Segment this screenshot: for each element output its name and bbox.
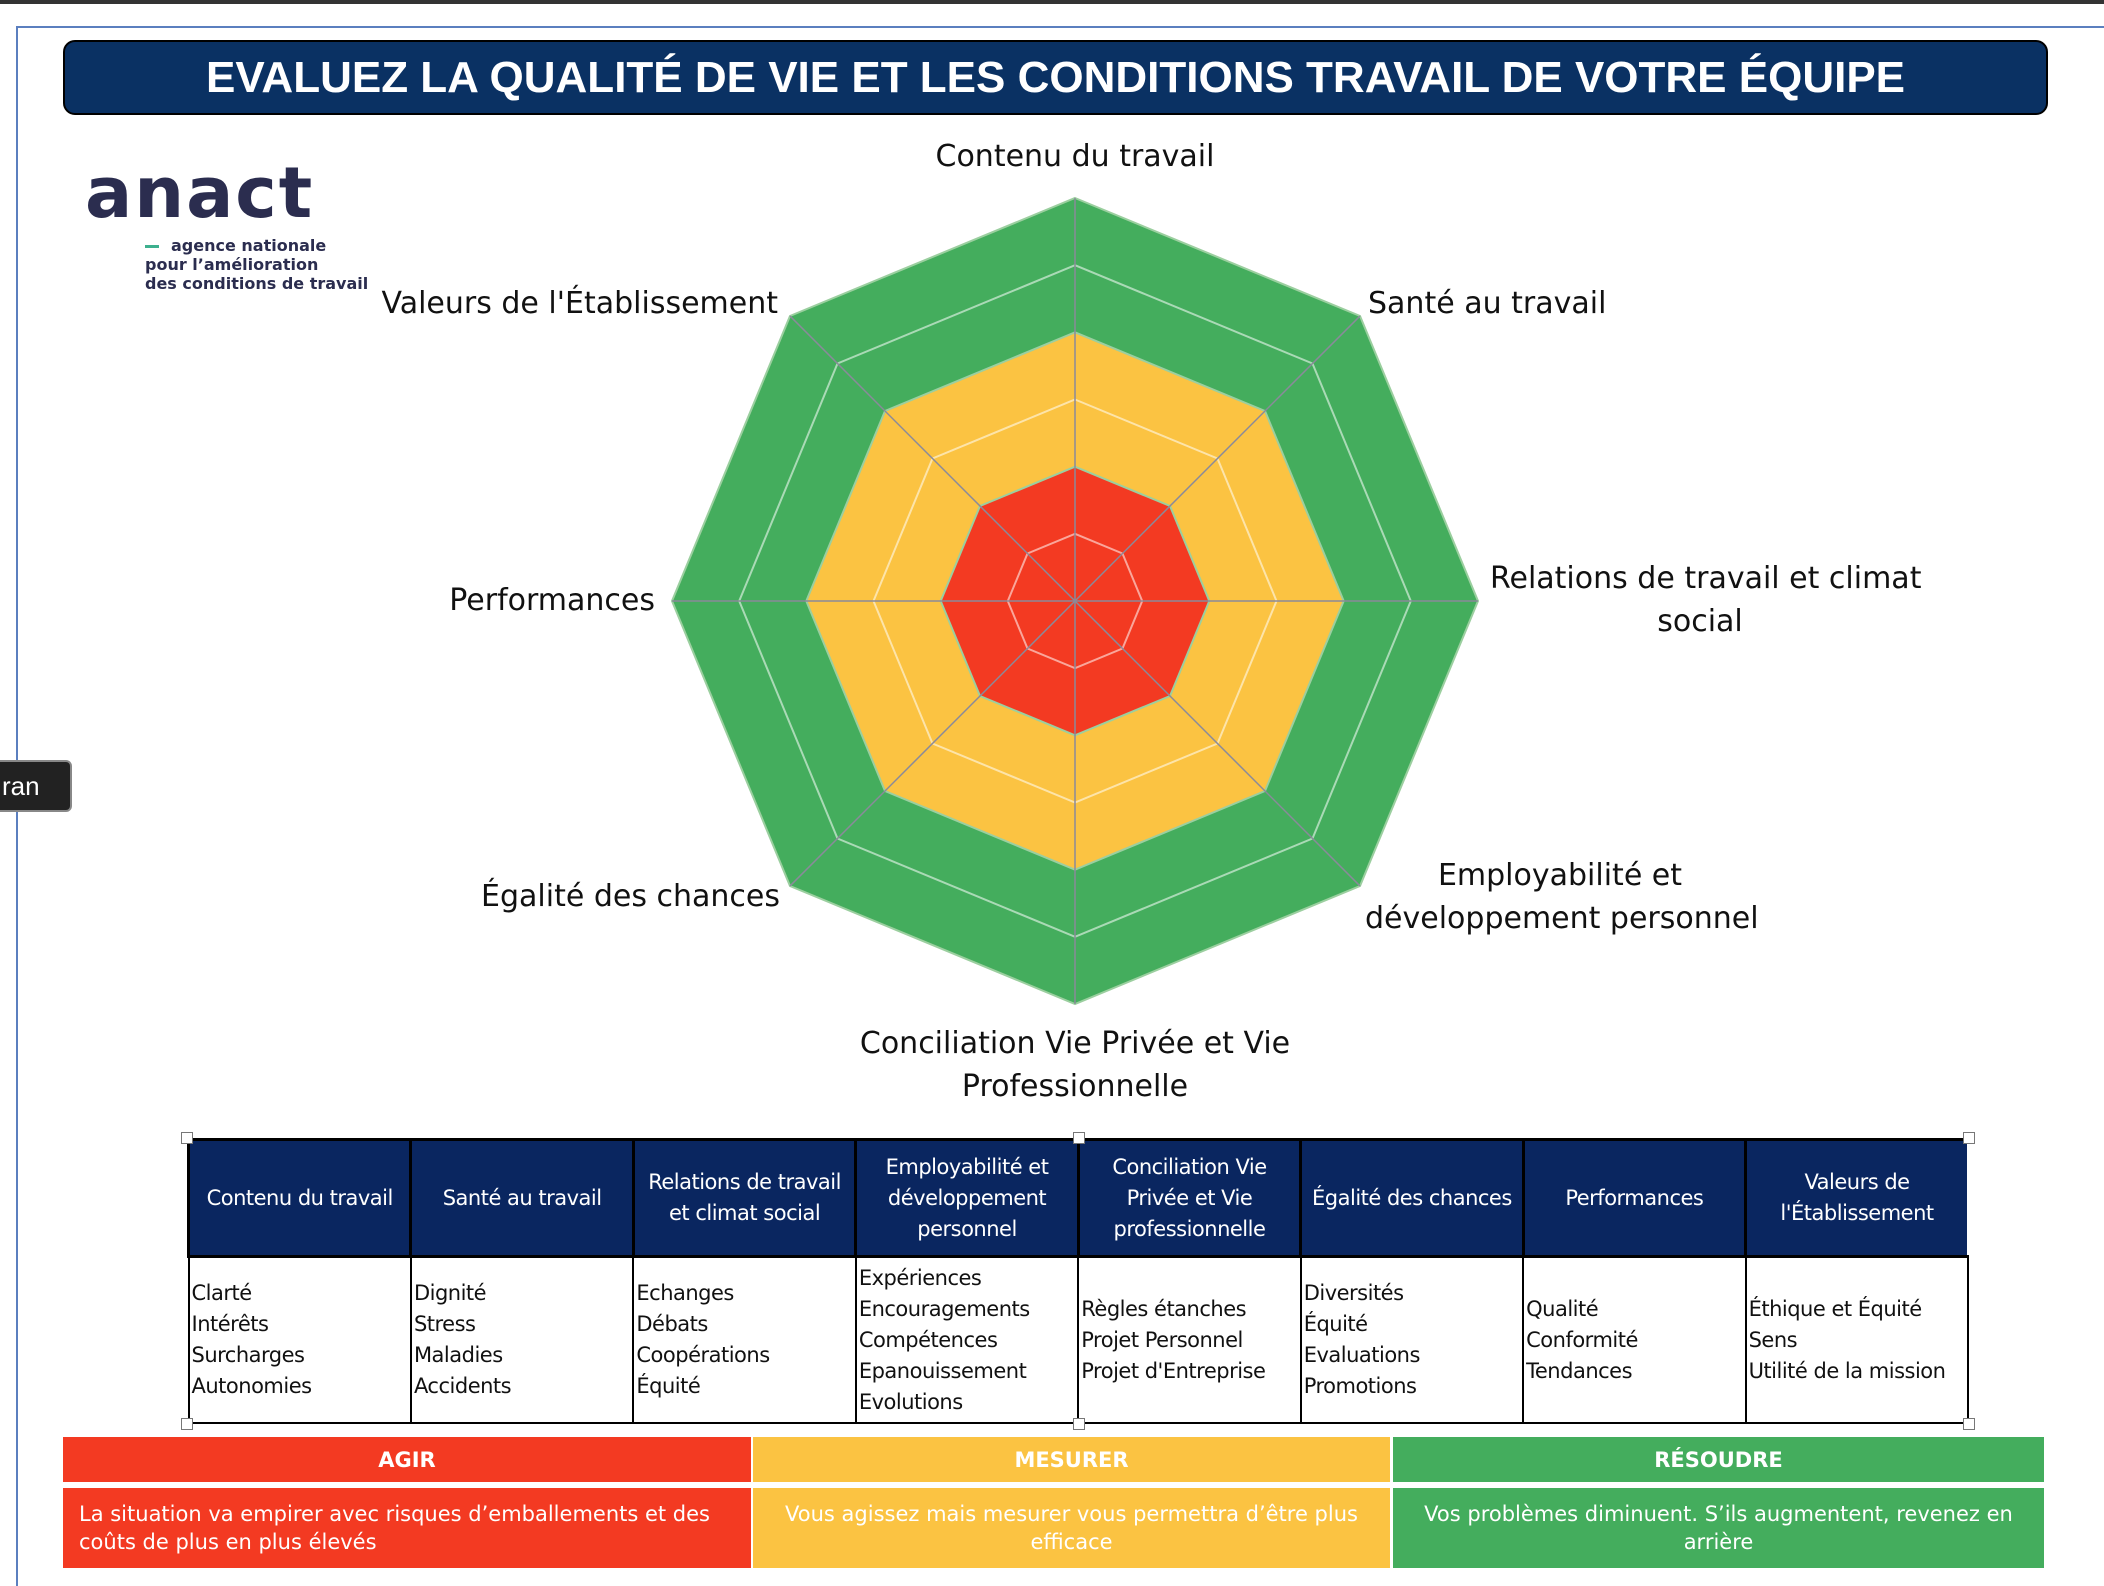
logo-line-2: pour l’amélioration	[145, 255, 319, 274]
logo-dash	[145, 245, 159, 248]
table-cell-item: Équité	[1303, 1312, 1368, 1336]
table-cell-item: Règles étanches	[1081, 1296, 1247, 1321]
axis-label-relations: Relations de travail et climat social	[1490, 561, 1922, 639]
categories-table: Contenu du travail Santé au travail Relati…	[186, 1138, 1970, 1424]
table-header-cell: Contenu du travail	[186, 1138, 412, 1258]
table-cell-item: Projet d'Entreprise	[1081, 1358, 1266, 1383]
table-cell-item: Diversités	[1303, 1281, 1404, 1305]
resize-handle[interactable]	[1073, 1132, 1085, 1144]
table-cell-item: Autonomies	[191, 1374, 313, 1398]
table-cell-item: Éthique et Équité	[1748, 1296, 1923, 1321]
table-header-cell: Relations de travail et climat social	[631, 1138, 857, 1258]
legend-agir-description: La situation va empirer avec risques d’e…	[63, 1488, 751, 1568]
page-title: EVALUEZ LA QUALITÉ DE VIE ET LES CONDITI…	[63, 40, 2048, 115]
legend-agir: AGIR	[63, 1437, 751, 1482]
table-cell-item: Tendances	[1526, 1358, 1633, 1383]
logo-wordmark: anact	[85, 152, 315, 234]
table-cell: Expériences Encouragements Compétences Epan…	[854, 1255, 1080, 1424]
anact-logo: anact agence nationale pour l’améliorati…	[85, 150, 369, 293]
resize-handle[interactable]	[181, 1418, 193, 1430]
table-header-cell: Conciliation Vie Privée et Vie professio…	[1076, 1138, 1302, 1258]
table-header-cell: Santé au travail	[409, 1138, 635, 1258]
radar-spoke	[789, 600, 1076, 887]
axis-label-performances: Performances	[449, 583, 655, 618]
axis-label-egalite: Égalité des chances	[481, 879, 780, 914]
radar-spoke	[789, 315, 1076, 602]
table-cell-item: Echanges	[636, 1281, 734, 1305]
axis-label-conciliation: Conciliation Vie Privée et Vie Profession…	[859, 1026, 1291, 1104]
axis-label-contenu: Contenu du travail	[935, 139, 1215, 174]
table-cell-item: Promotions	[1303, 1374, 1417, 1398]
table-cell-item: Epanouissement	[858, 1358, 1027, 1383]
table-cell-item: Sens	[1748, 1327, 1798, 1352]
table-cell-item: Accidents	[413, 1374, 512, 1398]
resize-handle[interactable]	[1963, 1132, 1975, 1144]
table-cell: Dignité Stress Maladies Accidents	[409, 1255, 635, 1424]
window-top-bar	[0, 0, 2104, 4]
table-cell-item: Coopérations	[636, 1343, 770, 1367]
table-cell: Clarté Intérêts Surcharges Autonomies	[187, 1255, 412, 1424]
axis-label-sante: Santé au travail	[1368, 286, 1607, 321]
axis-label-employabilite: Employabilité et développement personnel	[1365, 858, 1759, 936]
table-cell-item: Clarté	[191, 1281, 253, 1305]
table-cell-item: Compétences	[858, 1327, 998, 1352]
table-cell-item: Débats	[636, 1312, 708, 1336]
table-cell-item: Projet Personnel	[1081, 1327, 1243, 1352]
side-tab-button[interactable]: ran	[0, 760, 72, 812]
logo-line-1: agence nationale	[171, 236, 327, 255]
table-header-cell: Égalité des chances	[1299, 1138, 1525, 1258]
table-cell-item: Expériences	[858, 1265, 982, 1290]
table-cell-item: Stress	[413, 1312, 476, 1336]
table-header-cell: Performances	[1521, 1138, 1747, 1258]
radar-spoke	[1074, 315, 1361, 602]
logo-line-3: des conditions de travail	[145, 274, 369, 293]
table-cell-item: Intérêts	[191, 1312, 269, 1336]
legend-mesurer-description: Vous agissez mais mesurer vous permettra…	[753, 1488, 1390, 1568]
table-cell-item: Evolutions	[858, 1389, 963, 1414]
resize-handle[interactable]	[1073, 1418, 1085, 1430]
table-cell-item: Conformité	[1526, 1327, 1638, 1352]
resize-handle[interactable]	[181, 1132, 193, 1144]
table-cell-item: Evaluations	[1303, 1343, 1421, 1367]
radar-spoke	[1074, 600, 1361, 887]
table-cell-item: Maladies	[413, 1343, 503, 1367]
resize-handle[interactable]	[1963, 1418, 1975, 1430]
table-cell-item: Utilité de la mission	[1748, 1358, 1946, 1383]
table-cell-item: Dignité	[413, 1281, 487, 1305]
table-cell: Qualité Conformité Tendances	[1522, 1255, 1747, 1424]
legend-resoudre-description: Vos problèmes diminuent. S’ils augmenten…	[1393, 1488, 2044, 1568]
table-cell-item: Équité	[636, 1374, 701, 1398]
axis-label-valeurs: Valeurs de l'Établissement	[381, 286, 779, 321]
table-cell: Règles étanches Projet Personnel Projet d'…	[1077, 1255, 1302, 1424]
table-cell: Éthique et Équité Sens Utilité de la missi…	[1744, 1255, 1970, 1424]
table-cell: Diversités Équité Evaluations Promotions	[1299, 1255, 1525, 1424]
table-cell-item: Encouragements	[858, 1296, 1030, 1321]
table-header-cell: Valeurs de l'Établissement	[1744, 1138, 1970, 1258]
table-cell: Echanges Débats Coopérations Équité	[632, 1255, 857, 1424]
legend-resoudre: RÉSOUDRE	[1393, 1437, 2044, 1482]
legend-mesurer: MESURER	[753, 1437, 1390, 1482]
table-cell-item: Qualité	[1526, 1296, 1599, 1321]
table-cell-item: Surcharges	[191, 1343, 306, 1367]
table-header-cell: Employabilité et développement personnel	[854, 1138, 1080, 1258]
